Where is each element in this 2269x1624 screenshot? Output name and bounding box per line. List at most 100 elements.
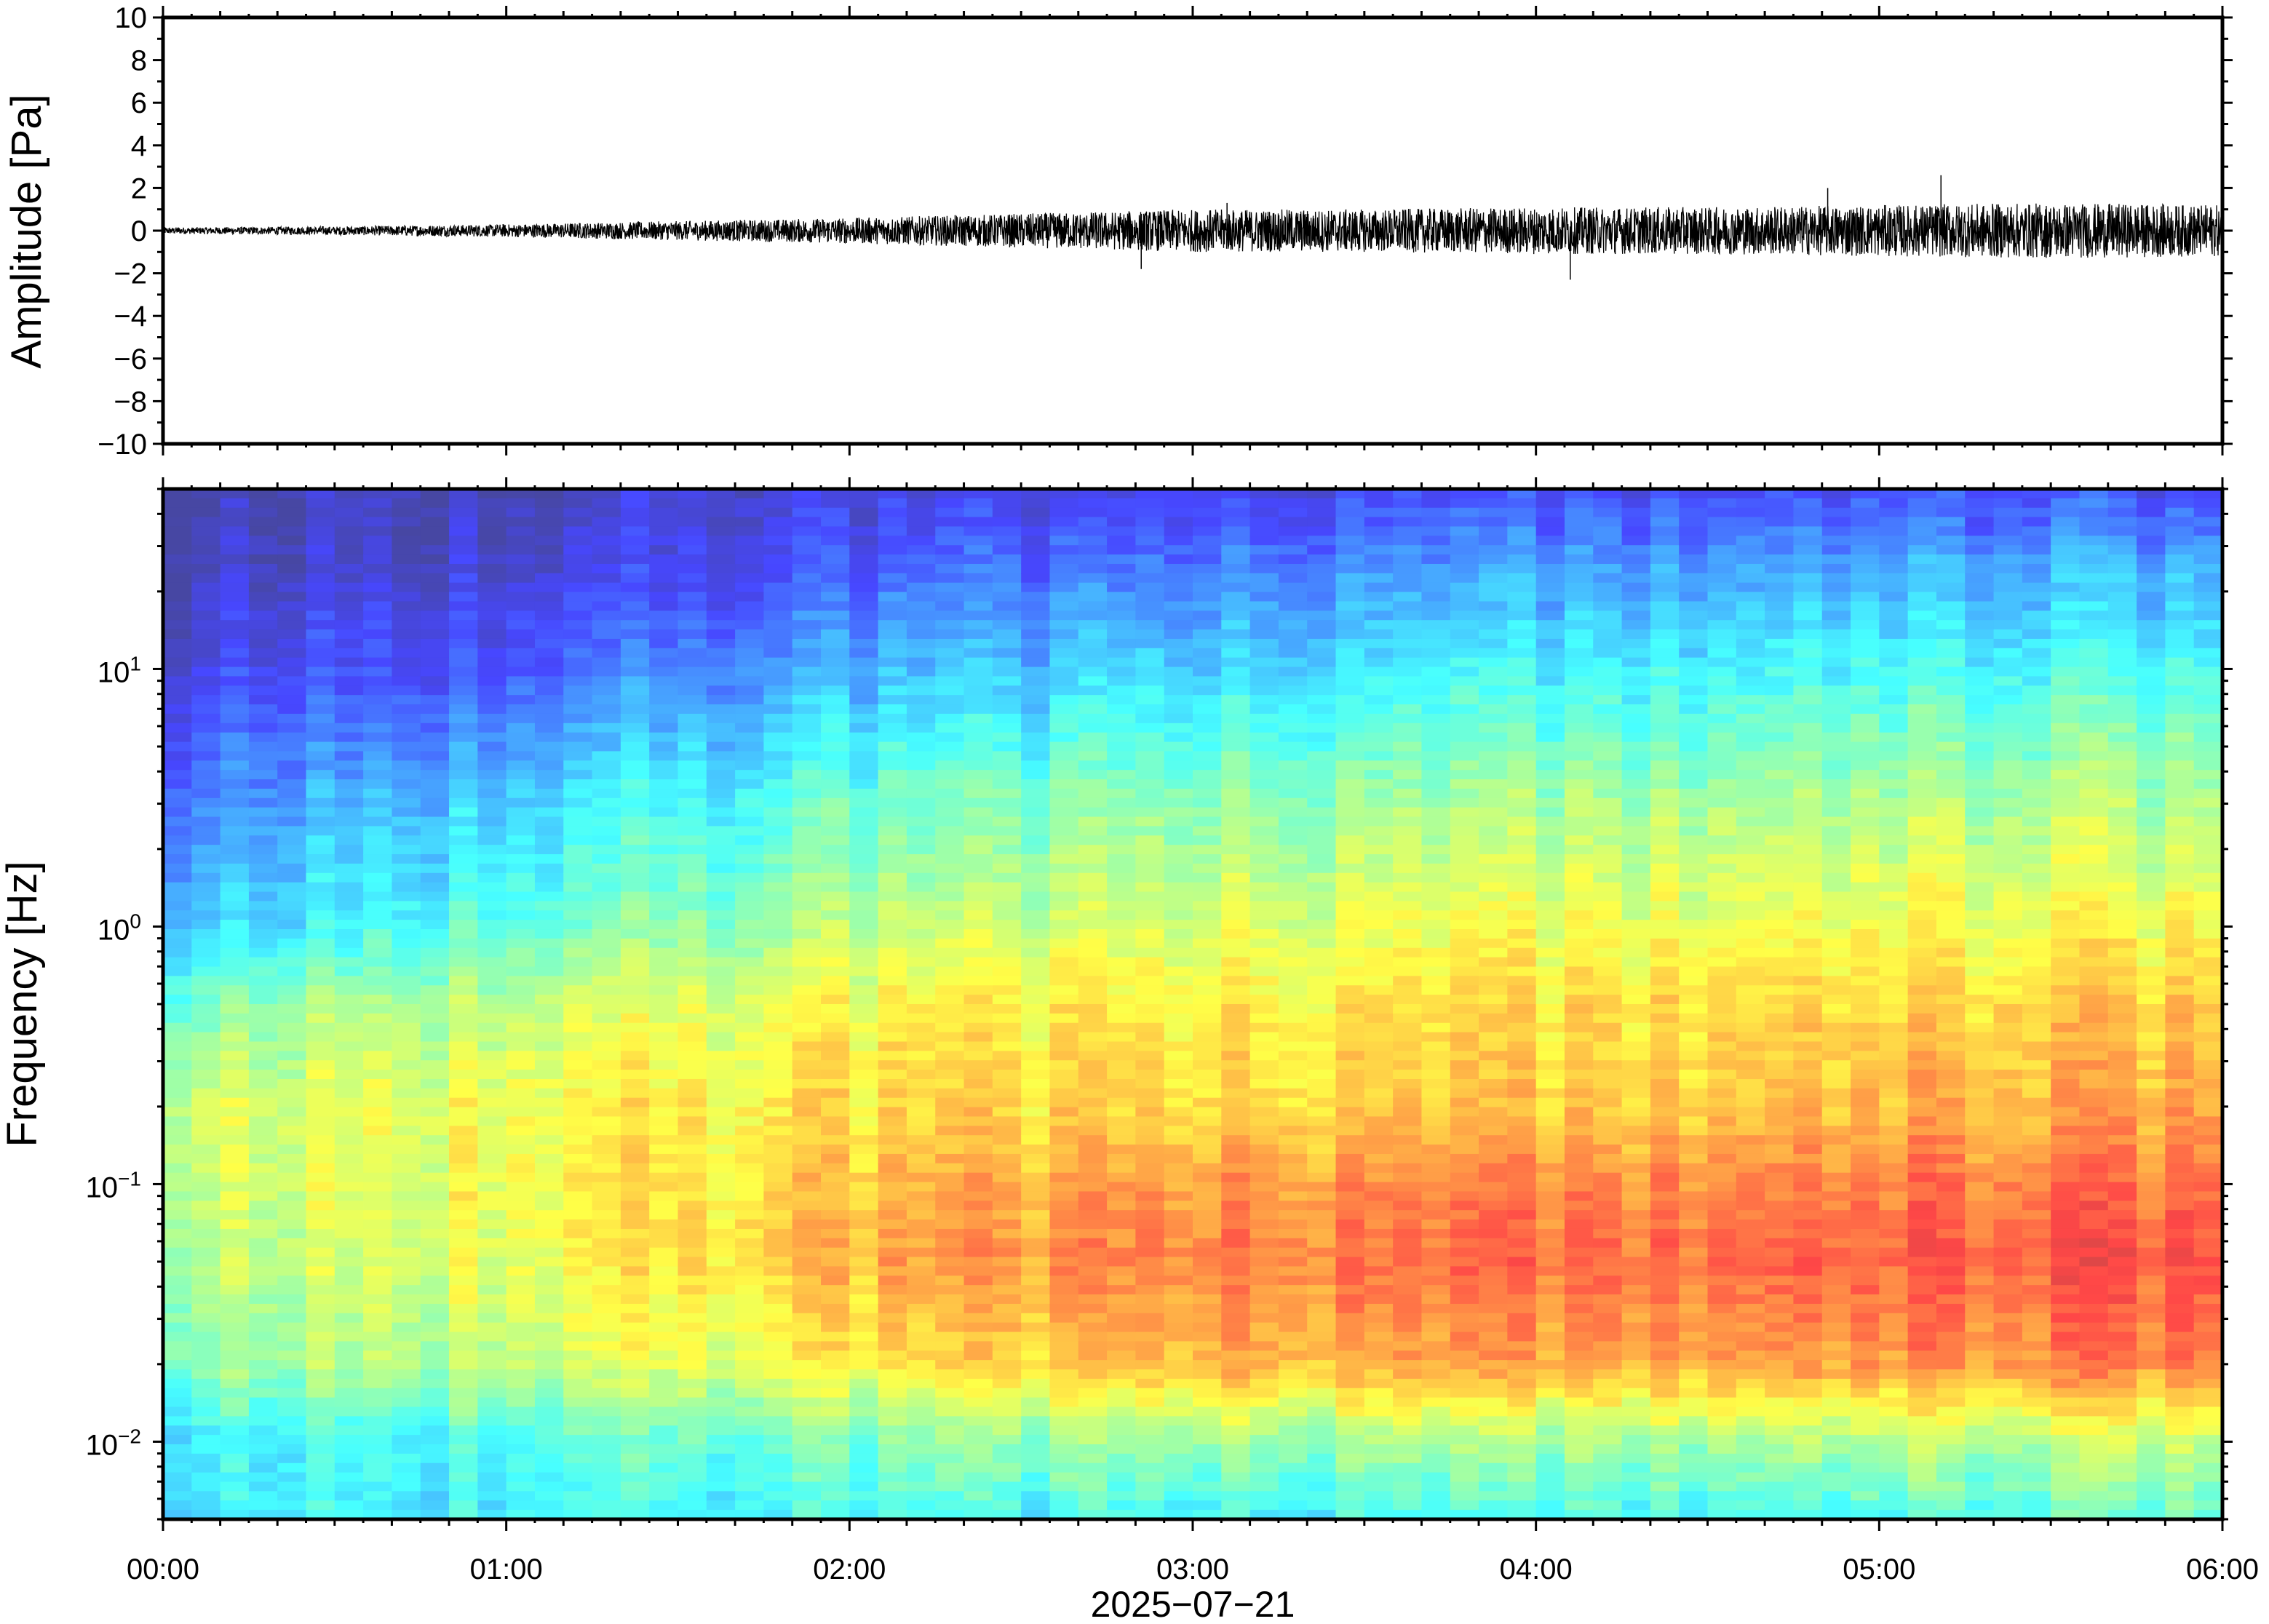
spectrogram-cell [334,676,364,687]
spectrogram-cell [1135,545,1165,555]
spectrogram-cell [763,1238,793,1249]
spectrogram-cell [1164,1303,1193,1314]
spectrogram-cell [620,563,650,574]
spectrogram-cell [534,882,565,893]
spectrogram-cell [763,797,793,808]
spectrogram-cell [649,1491,679,1502]
spectrogram-cell [1307,676,1337,687]
spectrogram-cell [1078,1303,1108,1314]
spectrogram-cell [306,573,335,584]
spectrogram-cell [191,1182,221,1193]
spectrogram-cell [420,920,450,930]
spectrogram-cell [163,1051,193,1062]
spectrogram-cell [392,816,421,827]
spectrogram-cell [992,1060,1022,1070]
spectrogram-cell [1107,582,1137,593]
spectrogram-cell [1107,938,1137,949]
spectrogram-cell [821,741,851,752]
spectrogram-cell [592,507,621,518]
spectrogram-cell [534,920,565,930]
spectrogram-cell [878,1472,907,1483]
spectrogram-cell [592,1275,621,1286]
spectrogram-cell [706,938,736,949]
spectrogram-cell [392,947,421,958]
spectrogram-cell [1249,1425,1279,1436]
spectrogram-cell [677,1247,707,1258]
spectrogram-cell [220,1397,250,1408]
spectrogram-cell [506,760,536,771]
spectrogram-cell [1021,1360,1051,1370]
spectrogram-cell [1307,1238,1337,1249]
spectrogram-cell [1164,1070,1193,1080]
spectrogram-cell [220,536,250,546]
spectrogram-cell [506,741,536,752]
spectrogram-cell [1364,1266,1394,1277]
spectrogram-cell [992,1013,1022,1024]
spectrogram-cell [534,563,565,574]
spectrogram-cell [1107,536,1137,546]
spectrogram-cell [1335,995,1365,1005]
spectrogram-cell [191,741,221,752]
spectrogram-cell [248,723,279,733]
spectrogram-cell [277,1322,307,1333]
spectrogram-cell [849,929,879,939]
spectrogram-cell [1021,526,1051,537]
spectrogram-cell [1021,1491,1051,1502]
spectrogram-cell [220,1182,250,1193]
spectrogram-cell [534,1285,565,1295]
spectrogram-cell [449,1153,479,1164]
spectrogram-cell [277,985,307,995]
spectrogram-cell [563,610,593,621]
spectrogram-cell [191,957,221,968]
spectrogram-cell [992,723,1022,733]
spectrogram-cell [1364,1210,1394,1220]
spectrogram-cell [763,1228,793,1239]
spectrogram-cell [1307,1303,1337,1314]
spectrogram-cell [878,685,907,696]
spectrogram-cell [363,1116,393,1127]
spectrogram-cell [392,826,421,837]
spectrogram-cell [677,592,707,602]
spectrogram-cell [1249,995,1279,1005]
spectrogram-cell [1364,1153,1394,1164]
spectrogram-cell [935,1004,965,1014]
spectrogram-cell [1078,1060,1108,1070]
spectrogram-cell [935,751,965,762]
spectrogram-cell [1335,723,1365,733]
spectrogram-cell [1107,554,1137,565]
spectrogram-cell [821,1388,851,1398]
spectrogram-cell [1135,1163,1165,1174]
spectrogram-cell [1021,648,1051,658]
spectrogram-cell [649,1425,679,1436]
spectrogram-cell [1049,1406,1079,1417]
spectrogram-cell [1135,826,1165,837]
spectrogram-cell [849,957,879,968]
spectrogram-cell [992,1172,1022,1183]
amplitude-axis-ticks [153,16,2233,445]
spectrogram-cell [792,1397,822,1408]
spectrogram-cell [1164,938,1193,949]
spectrogram-cell [163,920,193,930]
spectrogram-cell [649,1406,679,1417]
spectrogram-cell [563,882,593,893]
spectrogram-cell [1249,1228,1279,1239]
spectrogram-cell [506,1510,536,1520]
spectrogram-cell [792,685,822,696]
spectrogram-cell [1164,1510,1193,1520]
spectrogram-cell [763,1491,793,1502]
spectrogram-cell [1193,835,1223,845]
spectrogram-cell [677,526,707,537]
spectrogram-cell [334,1378,364,1389]
spectrogram-cell [1335,536,1365,546]
spectrogram-cell [620,1238,650,1249]
spectrogram-cell [1393,1491,1423,1502]
spectrogram-cell [763,1462,793,1473]
spectrogram-cell [992,947,1022,958]
spectrogram-cell [735,957,765,968]
spectrogram-cell [992,1303,1022,1314]
spectrogram-cell [1107,657,1137,668]
spectrogram-cell [563,713,593,724]
spectrogram-cell [506,620,536,630]
spectrogram-cell [1364,1070,1394,1080]
spectrogram-cell [592,1369,621,1380]
